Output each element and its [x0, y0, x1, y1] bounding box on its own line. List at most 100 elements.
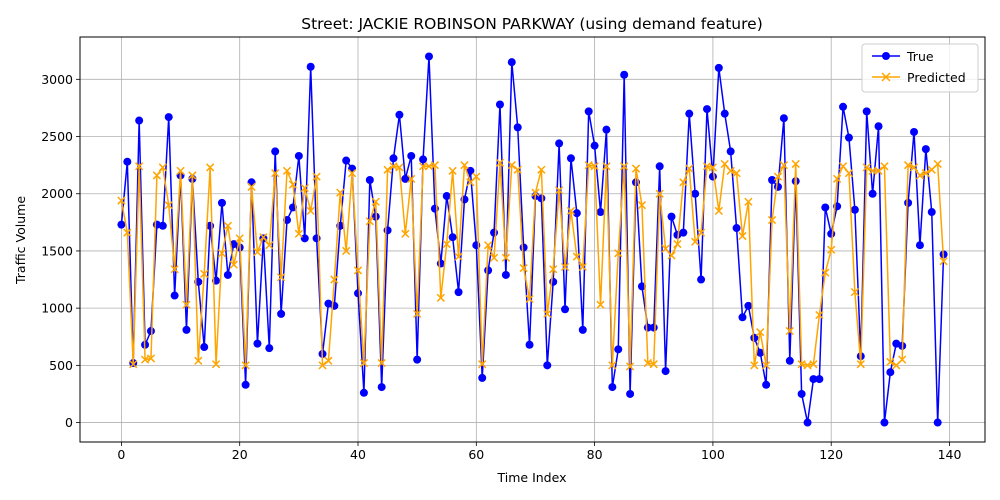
data-point-predicted [750, 361, 759, 370]
data-point-true [620, 70, 629, 79]
data-point-true [158, 221, 167, 230]
data-point-predicted [418, 162, 428, 171]
data-point-predicted [117, 196, 126, 205]
data-point-true [685, 109, 694, 118]
data-point-true [608, 383, 617, 392]
data-point-predicted [442, 239, 451, 249]
legend-label-predicted: Predicted [907, 70, 966, 85]
data-point-true [649, 323, 658, 332]
data-point-predicted [194, 356, 203, 365]
data-point-predicted [590, 162, 599, 171]
data-point-predicted [235, 234, 244, 243]
data-point-predicted [779, 161, 789, 170]
y-axis-label: Traffic Volume [13, 196, 28, 285]
data-point-true [756, 348, 765, 357]
data-point-true [773, 182, 782, 191]
data-point-true [442, 192, 451, 201]
data-point-true [744, 301, 753, 310]
data-point-predicted [608, 361, 617, 370]
x-tick-label: 40 [350, 447, 366, 462]
data-point-predicted [773, 172, 783, 181]
data-point-predicted [318, 361, 327, 370]
data-point-true [513, 123, 522, 132]
data-point-predicted [886, 357, 895, 367]
data-point-true [785, 356, 794, 365]
data-point-true [555, 139, 564, 148]
y-tick-label: 500 [49, 358, 73, 373]
data-point-predicted [785, 326, 794, 336]
data-point-predicted [838, 162, 848, 171]
data-point-predicted [809, 360, 818, 369]
data-point-predicted [744, 197, 753, 206]
data-point-true [229, 240, 238, 249]
data-point-true [170, 291, 179, 300]
data-point-predicted [324, 356, 333, 365]
data-point-predicted [294, 229, 303, 238]
data-point-true [868, 189, 877, 198]
data-point-predicted [596, 300, 605, 309]
data-point-predicted [288, 180, 298, 189]
data-point-predicted [276, 273, 286, 282]
data-point-true [200, 343, 209, 352]
x-tick-label: 0 [117, 447, 125, 462]
data-point-true [501, 270, 510, 279]
y-tick-label: 2000 [41, 186, 73, 201]
data-point-true [596, 208, 605, 217]
data-point-predicted [691, 237, 700, 246]
data-point-true [448, 233, 457, 242]
data-point-predicted [862, 163, 871, 172]
data-point-predicted [850, 287, 859, 297]
data-point-true [407, 151, 416, 160]
data-point-predicted [170, 265, 179, 274]
data-point-true [312, 234, 321, 243]
data-point-predicted [271, 169, 280, 178]
data-point-predicted [501, 253, 511, 262]
data-point-predicted [152, 171, 162, 180]
y-tick-label: 0 [65, 415, 73, 430]
data-point-true [241, 380, 250, 389]
data-point-true [708, 172, 717, 181]
data-point-predicted [383, 165, 392, 174]
data-point-true [490, 228, 499, 237]
data-point-predicted [377, 358, 386, 368]
data-point-true [590, 141, 599, 150]
data-point-true [637, 282, 646, 291]
data-point-true [886, 368, 895, 377]
data-point-predicted [933, 159, 942, 169]
data-point-predicted [732, 169, 741, 178]
data-point-true [667, 212, 676, 221]
chart-title: Street: JACKIE ROBINSON PARKWAY (using d… [301, 15, 763, 33]
data-point-predicted [525, 294, 534, 304]
data-point-true [584, 107, 593, 116]
data-point-true [850, 205, 859, 214]
data-point-true [182, 325, 191, 334]
data-point-true [880, 418, 889, 427]
data-point-predicted [762, 361, 771, 370]
data-point-true [720, 109, 729, 118]
x-tick-label: 20 [232, 447, 248, 462]
data-point-true [419, 155, 428, 164]
data-point-predicted [353, 266, 363, 275]
data-point-true [146, 327, 155, 336]
data-point-true [253, 339, 262, 348]
x-tick-label: 120 [819, 447, 843, 462]
data-point-predicted [342, 246, 351, 256]
data-point-true [578, 325, 587, 334]
data-point-true [507, 58, 516, 67]
data-point-predicted [460, 161, 469, 170]
data-point-predicted [661, 244, 670, 253]
data-point-predicted [578, 262, 587, 272]
data-point-predicted [714, 206, 723, 216]
data-point-true [117, 220, 126, 229]
data-point-predicted [903, 161, 913, 170]
data-point-true [655, 162, 664, 171]
data-point-predicted [436, 293, 445, 302]
data-point-predicted [223, 221, 233, 230]
data-point-predicted [821, 268, 830, 277]
data-point-true [691, 189, 700, 198]
data-point-predicted [330, 275, 339, 284]
data-point-predicted [637, 201, 647, 210]
data-point-true [354, 289, 363, 298]
data-point-predicted [413, 309, 422, 318]
data-point-predicted [720, 159, 729, 169]
